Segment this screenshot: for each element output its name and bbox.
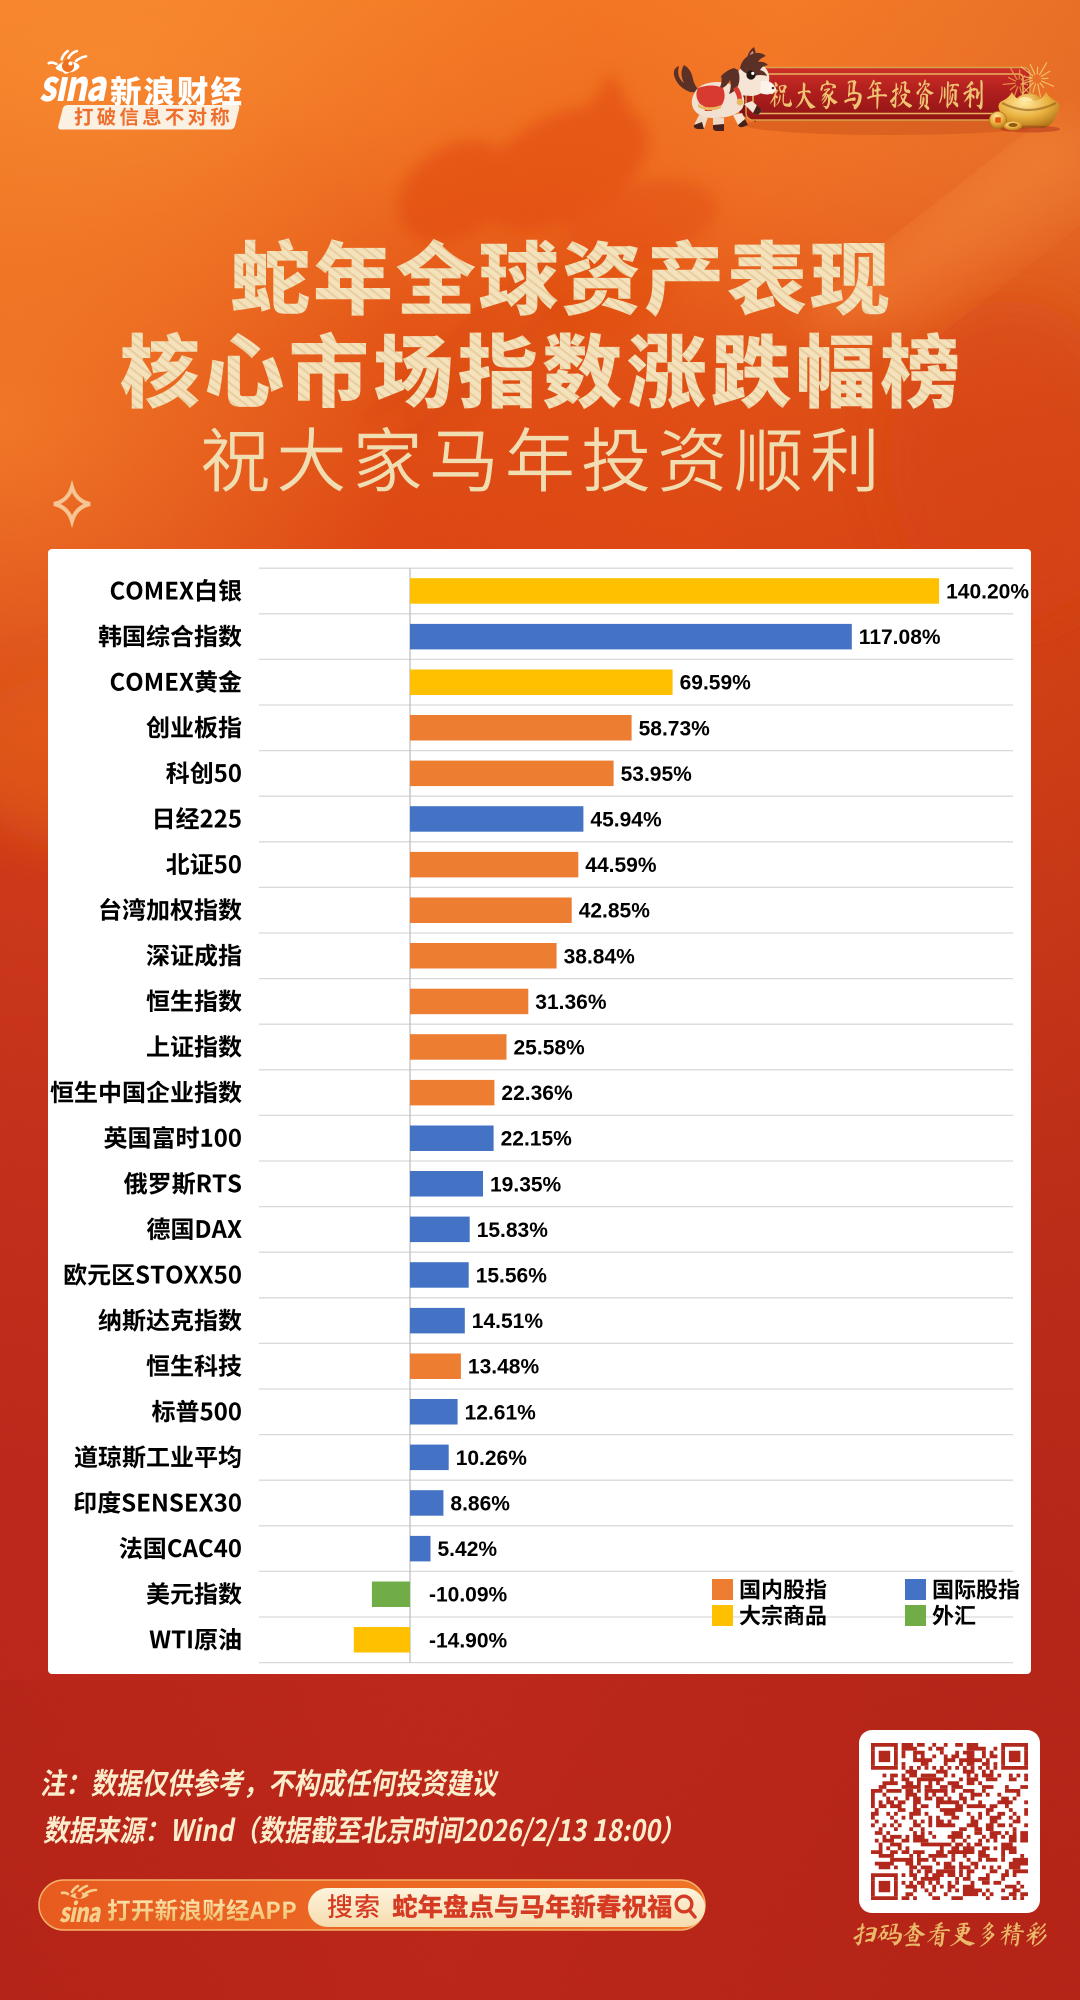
svg-text:117.08%: 117.08%	[859, 626, 941, 649]
svg-text:69.59%: 69.59%	[680, 672, 752, 695]
svg-text:-10.09%: -10.09%	[429, 1584, 508, 1607]
svg-text:15.83%: 15.83%	[477, 1219, 549, 1242]
svg-text:45.94%: 45.94%	[590, 809, 662, 832]
svg-text:8.86%: 8.86%	[450, 1493, 510, 1516]
svg-text:12.61%: 12.61%	[465, 1401, 537, 1424]
svg-text:58.73%: 58.73%	[639, 717, 711, 740]
svg-text:22.15%: 22.15%	[501, 1128, 573, 1151]
svg-text:42.85%: 42.85%	[579, 900, 651, 923]
svg-text:53.95%: 53.95%	[621, 763, 693, 786]
svg-text:-14.90%: -14.90%	[429, 1629, 508, 1652]
svg-text:10.26%: 10.26%	[456, 1447, 528, 1470]
svg-text:5.42%: 5.42%	[438, 1538, 498, 1561]
svg-text:19.35%: 19.35%	[490, 1173, 562, 1196]
svg-text:44.59%: 44.59%	[585, 854, 657, 877]
svg-text:31.36%: 31.36%	[535, 991, 607, 1014]
svg-text:14.51%: 14.51%	[472, 1310, 544, 1333]
svg-text:22.36%: 22.36%	[501, 1082, 573, 1105]
svg-text:25.58%: 25.58%	[514, 1037, 586, 1060]
svg-text:140.20%: 140.20%	[946, 581, 1029, 604]
svg-text:38.84%: 38.84%	[564, 945, 636, 968]
svg-text:13.48%: 13.48%	[468, 1356, 540, 1379]
svg-text:15.56%: 15.56%	[476, 1265, 548, 1288]
